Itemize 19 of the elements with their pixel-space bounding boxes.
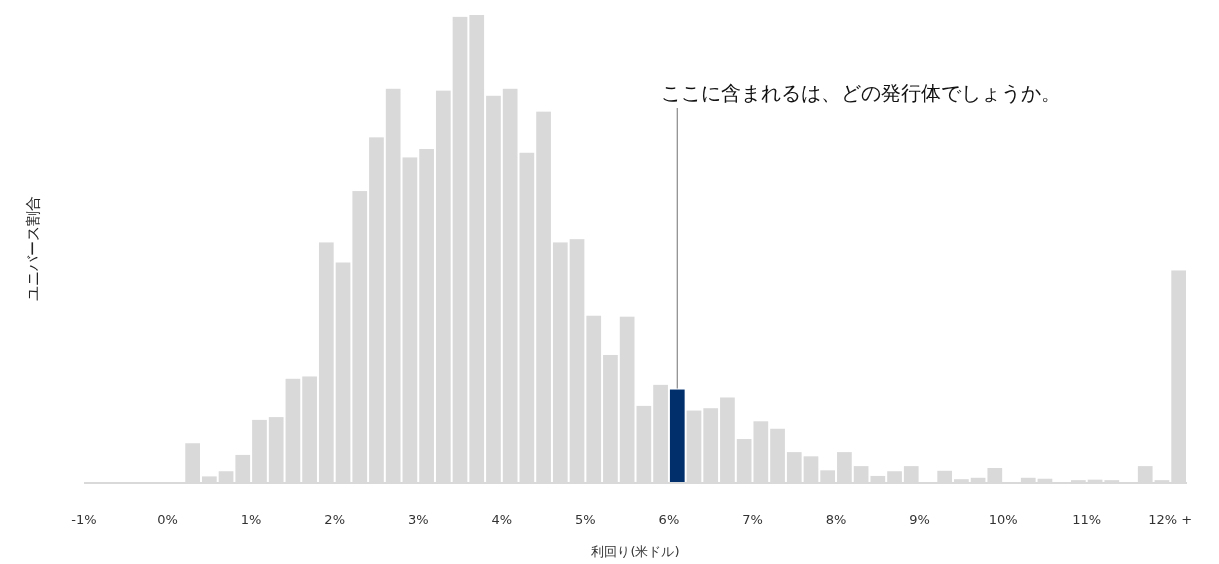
x-tick-label: -1% (71, 512, 97, 527)
annotation: ここに含まれるは、どの発行体でしょうか。 (661, 81, 1062, 105)
x-tick-label: 11% (1072, 512, 1102, 527)
x-tick-label: 8% (825, 512, 847, 527)
x-tick-label: 4% (491, 512, 513, 527)
x-tick-label: 3% (407, 512, 429, 527)
x-tick-label: 5% (575, 512, 596, 527)
x-tick-label: 6% (658, 512, 680, 527)
x-tick-label: 2% (324, 512, 345, 527)
x-tick-label: 0% (157, 512, 178, 527)
x-tick-label: 10% (988, 512, 1018, 527)
x-tick-label: 9% (909, 512, 930, 527)
bar (669, 389, 685, 482)
x-axis-title: 利回り(米ドル) (591, 544, 680, 559)
x-tick-label: 7% (742, 512, 763, 527)
y-axis-title: ユニバース割合 (24, 196, 42, 301)
x-tick-label: 12% + (1148, 512, 1193, 527)
x-tick-label: 1% (240, 512, 262, 527)
annotation: ここに含まれるは、どの発行体でしょうか。 (661, 81, 1062, 390)
